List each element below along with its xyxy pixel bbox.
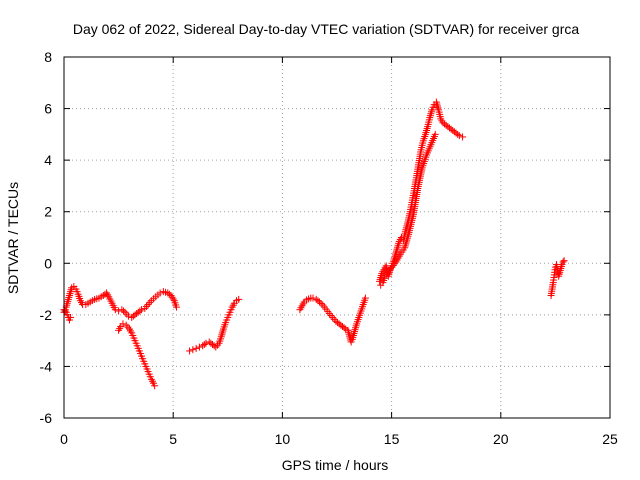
data-point <box>393 245 401 253</box>
y-tick-label: 6 <box>44 101 52 117</box>
x-tick-label: 25 <box>602 431 618 447</box>
data-point <box>210 342 218 350</box>
data-point <box>77 299 85 307</box>
chart-title: Day 062 of 2022, Sidereal Day-to-day VTE… <box>73 21 579 37</box>
data-point <box>66 290 74 298</box>
data-point <box>146 299 154 307</box>
data-point <box>389 262 397 270</box>
y-tick-label: -6 <box>40 410 53 426</box>
data-point <box>352 322 360 330</box>
data-point <box>382 270 390 278</box>
data-point <box>423 125 431 133</box>
data-point <box>455 132 463 140</box>
data-point <box>454 130 462 138</box>
data-point <box>64 297 72 305</box>
data-point <box>119 320 127 328</box>
data-point <box>427 110 435 118</box>
data-point <box>192 344 200 352</box>
data-point <box>388 263 396 271</box>
data-point <box>63 299 71 307</box>
data-point <box>391 260 399 268</box>
data-point <box>189 346 197 354</box>
data-point <box>67 313 75 321</box>
data-point <box>327 312 335 320</box>
x-tick-label: 20 <box>493 431 509 447</box>
data-point <box>116 324 124 332</box>
data-point <box>144 301 152 309</box>
y-tick-label: 2 <box>44 204 52 220</box>
data-points <box>60 98 568 390</box>
data-point <box>427 108 435 116</box>
data-point <box>316 298 324 306</box>
y-axis-label: SDTVAR / TECUs <box>5 182 21 294</box>
data-point <box>138 306 146 314</box>
data-point <box>317 300 325 308</box>
data-point <box>172 303 180 311</box>
data-point <box>309 294 317 302</box>
x-tick-label: 15 <box>384 431 400 447</box>
data-point <box>361 294 369 302</box>
data-point <box>434 104 442 112</box>
data-point <box>186 347 194 355</box>
data-point <box>433 102 441 110</box>
data-point <box>218 329 226 337</box>
y-tick-label: 4 <box>44 152 52 168</box>
tick-labels: 0 5 10 15 20 25 -6 -4 -2 0 2 4 6 8 <box>40 49 618 447</box>
data-point <box>387 265 395 273</box>
data-point <box>431 130 439 138</box>
x-tick-label: 5 <box>169 431 177 447</box>
plot-frame <box>63 56 611 419</box>
data-point <box>120 307 128 315</box>
data-point <box>384 269 392 277</box>
data-point <box>156 289 164 297</box>
data-point <box>218 331 226 339</box>
x-tick-label: 10 <box>275 431 291 447</box>
y-tick-label: -2 <box>40 307 53 323</box>
data-point <box>219 327 227 335</box>
data-point <box>65 292 73 300</box>
data-point <box>426 112 434 120</box>
y-tick-label: -4 <box>40 358 53 374</box>
y-tick-label: 0 <box>44 255 52 271</box>
data-point <box>200 341 208 349</box>
data-point <box>151 382 159 390</box>
data-point <box>422 128 430 136</box>
data-point <box>61 307 69 315</box>
data-point <box>142 302 150 310</box>
data-point <box>169 295 177 303</box>
data-point <box>123 310 131 318</box>
data-point <box>385 267 393 275</box>
data-point <box>381 272 389 280</box>
data-point <box>195 343 203 351</box>
data-point <box>376 277 384 285</box>
data-point <box>314 297 322 305</box>
data-point <box>423 126 431 134</box>
data-point <box>111 306 119 314</box>
x-tick-label: 0 <box>60 431 68 447</box>
data-point <box>330 315 338 323</box>
data-point <box>340 324 348 332</box>
data-point <box>459 133 467 141</box>
grid <box>64 57 610 418</box>
data-point <box>235 295 243 303</box>
data-point <box>64 295 72 303</box>
y-tick-label: 8 <box>44 49 52 65</box>
data-point <box>560 257 568 265</box>
data-point <box>352 324 360 332</box>
data-point <box>329 313 337 321</box>
data-point <box>351 326 359 334</box>
data-point <box>122 321 130 329</box>
x-axis-label: GPS time / hours <box>282 457 389 473</box>
data-point <box>136 307 144 315</box>
data-point <box>559 258 567 266</box>
data-point <box>65 293 73 301</box>
